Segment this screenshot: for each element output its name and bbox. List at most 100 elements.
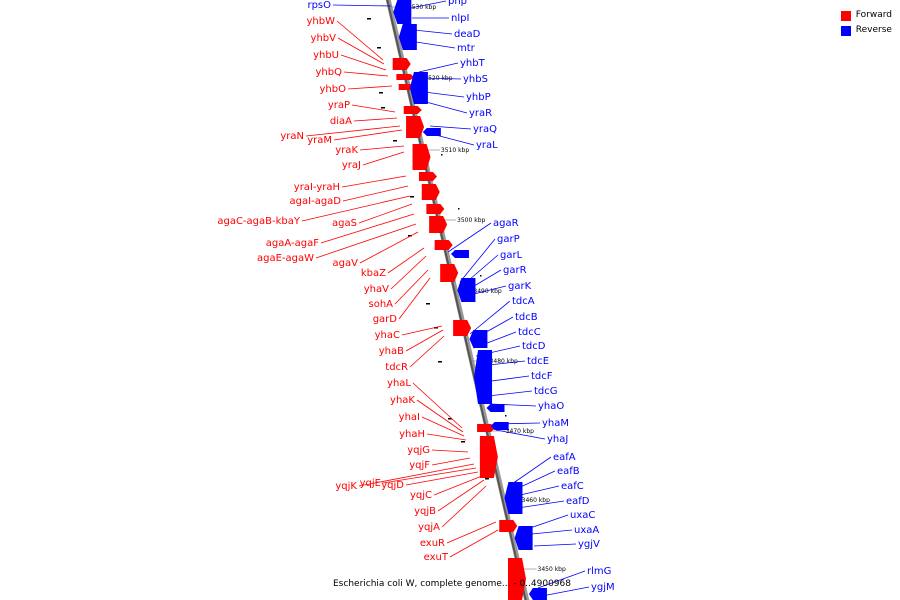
reverse-gene-label[interactable]: rlmG xyxy=(587,566,611,577)
forward-leader-line xyxy=(342,185,409,202)
forward-gene-label[interactable]: agaE-agaW xyxy=(257,253,314,264)
forward-gene-label[interactable]: yhaL xyxy=(387,378,411,389)
feature-tick-mark xyxy=(480,275,482,277)
reverse-leader-line xyxy=(513,470,556,491)
reverse-gene-label[interactable]: tdcG xyxy=(534,386,558,397)
forward-gene-label[interactable]: sohA xyxy=(368,299,393,310)
forward-gene-label[interactable]: agaV xyxy=(333,258,359,269)
reverse-leader-line xyxy=(529,514,569,529)
forward-gene-block xyxy=(421,184,440,200)
forward-gene-block xyxy=(434,240,453,250)
reverse-gene-label[interactable]: uxaC xyxy=(570,510,595,521)
forward-gene-label[interactable]: yqjF xyxy=(409,460,430,471)
forward-gene-label[interactable]: yhaC xyxy=(375,330,400,341)
reverse-gene-label[interactable]: ygjM xyxy=(591,582,615,593)
reverse-gene-label[interactable]: uxaA xyxy=(574,525,599,536)
forward-gene-label[interactable]: yraN xyxy=(280,131,304,142)
forward-gene-label[interactable]: yhbU xyxy=(313,50,339,61)
forward-gene-label[interactable]: yqjD xyxy=(381,480,404,491)
forward-leader-line xyxy=(405,329,444,352)
forward-gene-label[interactable]: exuR xyxy=(420,538,445,549)
reverse-gene-label[interactable]: yhaJ xyxy=(547,434,568,445)
reverse-gene-label[interactable]: rpsO xyxy=(307,0,331,11)
forward-gene-label[interactable]: exuT xyxy=(424,552,449,563)
forward-gene-label[interactable]: yqjE xyxy=(360,478,381,489)
forward-gene-label[interactable]: yqjK xyxy=(335,481,357,492)
reverse-gene-label[interactable]: tdcC xyxy=(518,327,541,338)
forward-gene-label[interactable]: yraP xyxy=(328,100,350,111)
reverse-gene-label[interactable]: yraR xyxy=(469,108,492,119)
forward-gene-label[interactable]: agaC-agaB-kbaY xyxy=(217,216,301,227)
reverse-gene-label[interactable]: deaD xyxy=(454,29,481,40)
reverse-gene-label[interactable]: garL xyxy=(500,250,523,261)
reverse-gene-label[interactable]: tdcE xyxy=(527,356,549,367)
forward-gene-label[interactable]: yhaB xyxy=(379,346,404,357)
reverse-leader-line xyxy=(413,29,453,35)
forward-leader-line xyxy=(401,325,443,336)
reverse-gene-block xyxy=(450,250,469,258)
reverse-gene-label[interactable]: yraL xyxy=(476,140,498,151)
reverse-gene-label[interactable]: tdcD xyxy=(522,341,546,352)
forward-gene-label[interactable]: yhaH xyxy=(399,429,425,440)
reverse-gene-label[interactable]: tdcA xyxy=(512,296,535,307)
forward-gene-label[interactable]: yhaK xyxy=(390,395,415,406)
forward-gene-label[interactable]: yqjC xyxy=(410,490,432,501)
forward-leader-line xyxy=(358,203,413,224)
reverse-gene-label[interactable]: tdcF xyxy=(531,371,553,382)
forward-gene-label[interactable]: diaA xyxy=(330,116,352,127)
forward-leader-line xyxy=(337,37,385,65)
forward-gene-label[interactable]: agaI-agaD xyxy=(290,196,342,207)
reverse-gene-label[interactable]: eafD xyxy=(566,496,590,507)
reverse-gene-label[interactable]: mtr xyxy=(457,43,476,54)
reverse-gene-label[interactable]: garR xyxy=(503,265,527,276)
forward-gene-label[interactable]: yqjG xyxy=(407,445,430,456)
reverse-leader-line xyxy=(473,331,517,349)
reverse-gene-label[interactable]: eafC xyxy=(561,481,584,492)
forward-gene-label[interactable]: yraK xyxy=(335,145,358,156)
feature-tick-mark xyxy=(461,441,465,443)
forward-gene-label[interactable]: yraI-yraH xyxy=(294,182,340,193)
reverse-gene-label[interactable]: yhaO xyxy=(538,401,564,412)
reverse-gene-label[interactable]: ygjV xyxy=(578,539,600,550)
forward-gene-label[interactable]: yraJ xyxy=(342,160,361,171)
forward-gene-label[interactable]: kbaZ xyxy=(361,268,386,279)
forward-gene-label[interactable]: yraM xyxy=(307,135,332,146)
reverse-gene-label[interactable]: yhbT xyxy=(460,58,486,69)
forward-gene-label[interactable]: yqjA xyxy=(418,522,440,533)
forward-leader-line xyxy=(359,145,405,151)
forward-leader-line xyxy=(446,521,497,544)
forward-gene-label[interactable]: tdcR xyxy=(385,362,408,373)
forward-gene-label[interactable]: garD xyxy=(373,314,398,325)
forward-leader-line xyxy=(416,399,464,433)
reverse-gene-label[interactable]: yhbS xyxy=(463,74,488,85)
reverse-leader-line xyxy=(511,456,552,485)
reverse-gene-label[interactable]: nlpI xyxy=(451,13,469,24)
legend: Forward Reverse xyxy=(840,8,892,38)
reverse-gene-label[interactable]: tdcB xyxy=(515,312,538,323)
reverse-gene-label[interactable]: yraQ xyxy=(473,124,497,135)
reverse-leader-line xyxy=(471,316,514,341)
forward-gene-label[interactable]: yqjB xyxy=(414,506,436,517)
reverse-gene-label[interactable]: pnp xyxy=(448,0,467,7)
reverse-gene-label[interactable]: garK xyxy=(508,281,532,292)
reverse-gene-block xyxy=(398,24,417,50)
forward-gene-label[interactable]: agaA-agaF xyxy=(266,238,319,249)
reverse-gene-label[interactable]: garP xyxy=(497,234,520,245)
reverse-leader-line xyxy=(447,222,492,253)
reverse-gene-label[interactable]: eafA xyxy=(553,452,576,463)
reverse-gene-label[interactable]: yhbP xyxy=(466,92,491,103)
reverse-gene-label[interactable]: agaR xyxy=(493,218,519,229)
forward-leader-line xyxy=(426,433,467,441)
forward-gene-label[interactable]: agaS xyxy=(332,218,357,229)
forward-gene-label[interactable]: yhbV xyxy=(311,33,337,44)
reverse-leader-line xyxy=(493,422,541,425)
reverse-gene-block xyxy=(528,588,547,600)
forward-leader-line xyxy=(362,151,405,166)
forward-gene-label[interactable]: yhaV xyxy=(364,284,389,295)
forward-gene-label[interactable]: yhbW xyxy=(307,16,336,27)
forward-gene-label[interactable]: yhaI xyxy=(399,412,420,423)
reverse-gene-label[interactable]: yhaM xyxy=(542,418,569,429)
forward-gene-label[interactable]: yhbQ xyxy=(316,67,343,78)
forward-gene-label[interactable]: yhbO xyxy=(320,84,347,95)
reverse-gene-label[interactable]: eafB xyxy=(557,466,580,477)
